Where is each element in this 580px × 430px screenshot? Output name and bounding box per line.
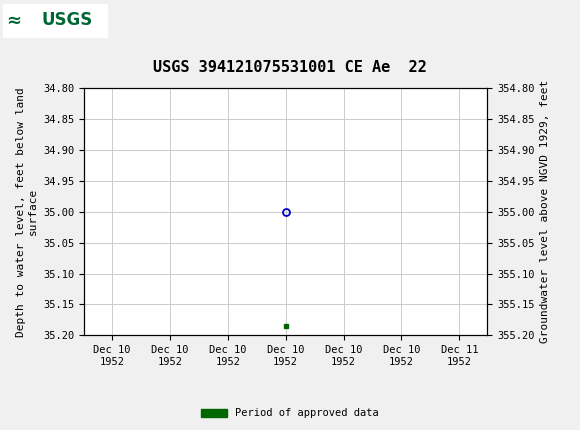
Y-axis label: Depth to water level, feet below land
surface: Depth to water level, feet below land su…: [16, 87, 38, 337]
Legend: Period of approved data: Period of approved data: [197, 404, 383, 423]
Text: USGS: USGS: [41, 12, 92, 29]
FancyBboxPatch shape: [3, 4, 107, 37]
Text: ≈: ≈: [6, 12, 21, 29]
Text: USGS 394121075531001 CE Ae  22: USGS 394121075531001 CE Ae 22: [153, 60, 427, 75]
Y-axis label: Groundwater level above NGVD 1929, feet: Groundwater level above NGVD 1929, feet: [540, 80, 550, 344]
